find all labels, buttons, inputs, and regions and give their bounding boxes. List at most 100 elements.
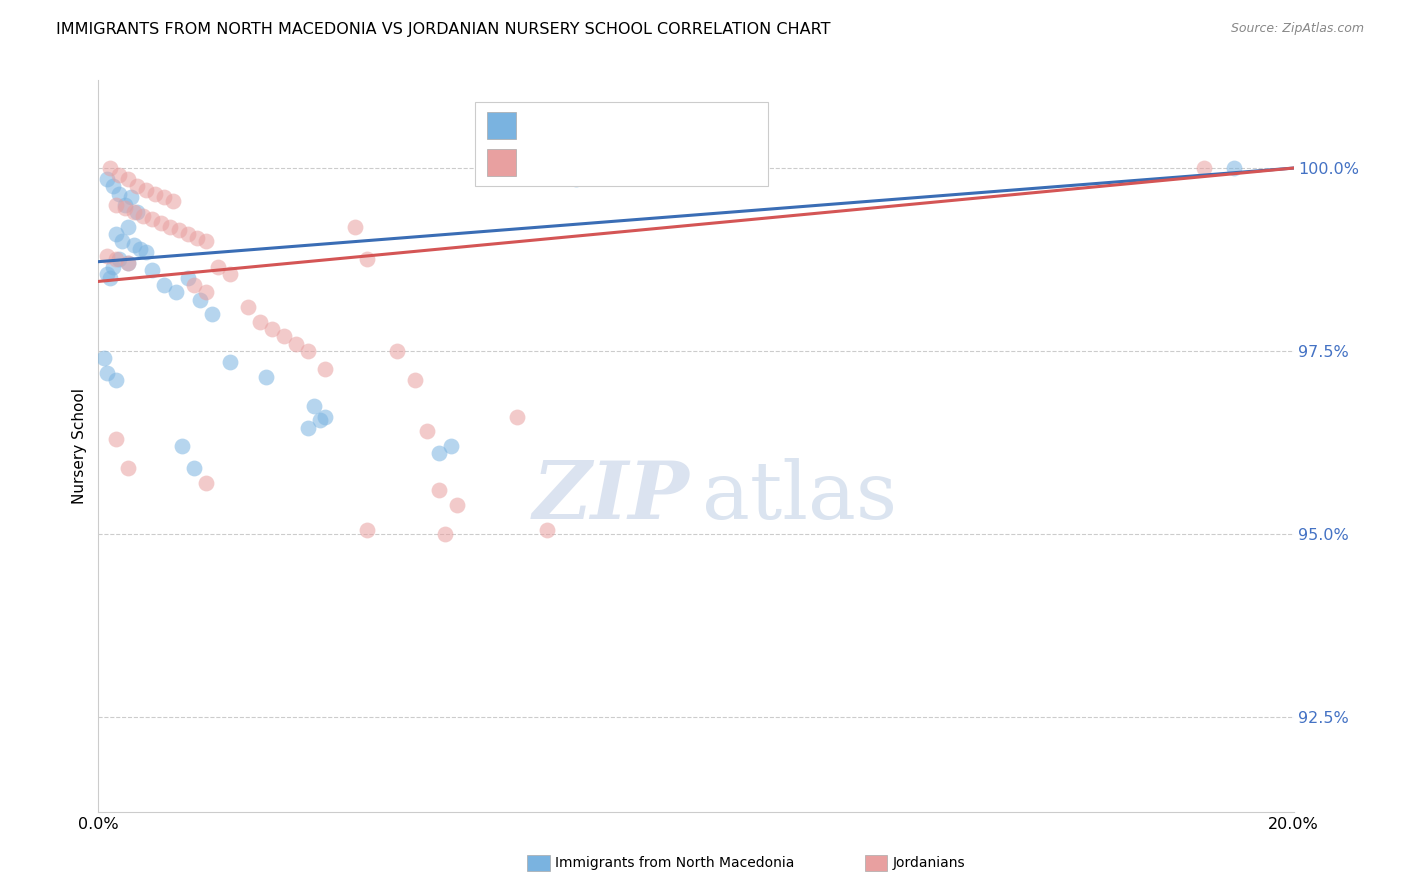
Point (404, 373, 426, 387)
Point (114, 202, 136, 216)
Point (105, 252, 128, 267)
Point (506, 409, 529, 424)
Point (141, 212, 163, 227)
Point (167, 223, 190, 237)
Point (273, 329, 295, 343)
Point (143, 186, 166, 201)
Text: 38: 38 (624, 117, 647, 135)
Point (207, 260, 229, 274)
Point (416, 425, 439, 439)
Point (159, 219, 181, 234)
Point (108, 186, 131, 201)
Point (344, 219, 367, 234)
Point (297, 421, 319, 435)
Point (153, 190, 176, 204)
Point (117, 256, 139, 270)
Text: N =: N = (598, 153, 634, 172)
Point (446, 498, 468, 512)
Text: 0.214: 0.214 (554, 117, 606, 135)
Point (111, 234, 134, 248)
Point (385, 343, 409, 358)
Point (141, 263, 163, 277)
Point (183, 278, 205, 293)
Point (201, 307, 224, 321)
Point (135, 245, 157, 260)
Point (284, 336, 307, 351)
Point (315, 409, 337, 424)
Point (93, 351, 115, 366)
Point (172, 439, 194, 453)
Point (108, 252, 131, 267)
Point (183, 461, 205, 475)
Point (117, 219, 139, 234)
Point (219, 355, 242, 369)
Point (153, 278, 176, 293)
Point (150, 216, 173, 230)
Point (186, 230, 208, 244)
Text: IMMIGRANTS FROM NORTH MACEDONIA VS JORDANIAN NURSERY SCHOOL CORRELATION CHART: IMMIGRANTS FROM NORTH MACEDONIA VS JORDA… (56, 22, 831, 37)
Text: Source: ZipAtlas.com: Source: ZipAtlas.com (1230, 22, 1364, 36)
Point (427, 483, 450, 497)
Point (254, 369, 277, 384)
Point (105, 197, 128, 211)
Point (434, 526, 457, 541)
Point (356, 523, 378, 537)
Point (117, 461, 139, 475)
Point (105, 373, 128, 387)
Point (427, 446, 450, 460)
Text: R =: R = (527, 117, 564, 135)
Point (135, 183, 157, 197)
Point (124, 238, 146, 252)
Point (129, 242, 152, 256)
Point (96, 172, 118, 186)
Point (96, 267, 118, 281)
Text: Immigrants from North Macedonia: Immigrants from North Macedonia (555, 856, 794, 871)
Point (236, 300, 259, 314)
Point (219, 267, 242, 281)
Text: atlas: atlas (702, 458, 897, 536)
Point (308, 413, 330, 427)
Text: Jordanians: Jordanians (893, 856, 966, 871)
Point (127, 205, 149, 219)
Point (302, 399, 325, 413)
Point (105, 227, 128, 241)
Point (114, 197, 136, 211)
Point (249, 315, 271, 329)
Point (195, 285, 218, 300)
Point (117, 256, 139, 270)
Point (105, 432, 128, 446)
Text: 0.231: 0.231 (554, 153, 606, 172)
Point (1223, 161, 1246, 175)
Point (117, 172, 139, 186)
Point (536, 523, 558, 537)
Text: ZIP: ZIP (533, 458, 690, 536)
Point (177, 227, 200, 241)
Point (103, 260, 125, 274)
Point (108, 169, 131, 183)
Point (162, 194, 184, 208)
Point (177, 270, 200, 285)
Point (565, 172, 588, 186)
Point (98, 270, 122, 285)
Point (195, 234, 218, 248)
Point (103, 179, 125, 194)
Point (297, 343, 319, 358)
Text: N =: N = (598, 117, 634, 135)
Point (165, 285, 187, 300)
Point (195, 475, 218, 490)
Point (260, 322, 283, 336)
Point (96, 366, 118, 380)
Y-axis label: Nursery School: Nursery School (72, 388, 87, 504)
Point (315, 362, 337, 376)
Point (124, 205, 146, 219)
Point (96, 249, 118, 263)
Point (132, 209, 155, 223)
Point (98, 161, 122, 175)
Point (120, 190, 142, 204)
Text: R =: R = (527, 153, 564, 172)
Point (440, 439, 463, 453)
Text: 48: 48 (624, 153, 647, 172)
Point (356, 252, 378, 267)
Point (127, 179, 149, 194)
Point (188, 293, 211, 307)
